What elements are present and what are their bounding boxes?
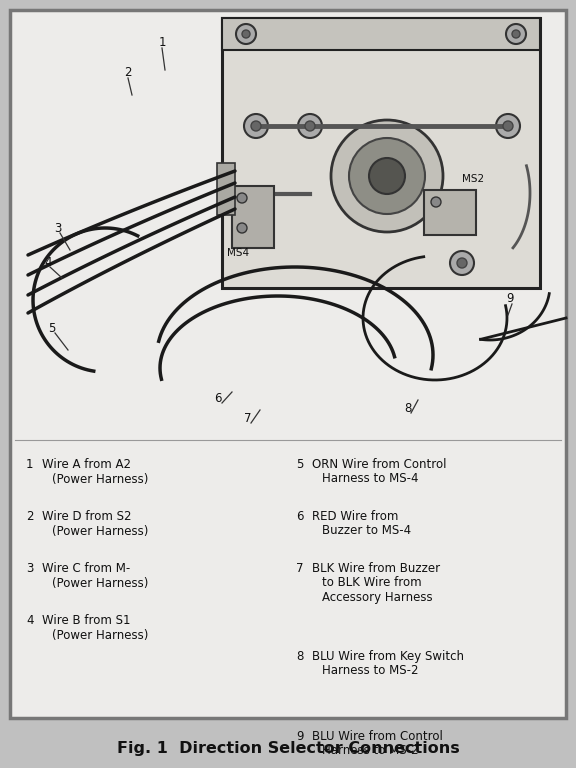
Text: BLU Wire from Control: BLU Wire from Control: [312, 730, 443, 743]
Text: 5: 5: [48, 322, 56, 335]
Text: 7: 7: [296, 562, 304, 575]
Text: (Power Harness): (Power Harness): [52, 472, 149, 485]
Text: 2: 2: [124, 65, 132, 78]
Text: Wire B from S1: Wire B from S1: [42, 614, 131, 627]
Text: 8: 8: [296, 650, 304, 663]
Circle shape: [369, 158, 405, 194]
Text: Wire C from M-: Wire C from M-: [42, 562, 130, 575]
Text: 9: 9: [506, 292, 514, 304]
Bar: [424, 190, 476, 235]
Circle shape: [349, 138, 425, 214]
Text: ORN Wire from Control: ORN Wire from Control: [312, 458, 446, 471]
Text: (Power Harness): (Power Harness): [52, 577, 149, 590]
Text: 1: 1: [158, 35, 166, 48]
Circle shape: [242, 30, 250, 38]
Text: RED Wire from: RED Wire from: [312, 510, 399, 523]
Circle shape: [251, 121, 261, 131]
Text: 7: 7: [244, 412, 252, 425]
Circle shape: [236, 24, 256, 44]
Circle shape: [496, 114, 520, 138]
Circle shape: [298, 114, 322, 138]
Circle shape: [305, 121, 315, 131]
Text: to BLK Wire from: to BLK Wire from: [322, 577, 422, 590]
Circle shape: [237, 223, 247, 233]
Text: Fig. 1  Direction Selector Connections: Fig. 1 Direction Selector Connections: [116, 740, 460, 756]
Text: Wire D from S2: Wire D from S2: [42, 510, 131, 523]
Text: MS2: MS2: [462, 174, 484, 184]
Text: 2: 2: [26, 510, 33, 523]
Circle shape: [331, 120, 443, 232]
Text: 6: 6: [214, 392, 222, 405]
Circle shape: [244, 114, 268, 138]
Circle shape: [506, 24, 526, 44]
Bar: [222, 18, 540, 50]
Bar: [217, 163, 235, 215]
Text: MS4: MS4: [227, 248, 249, 258]
Circle shape: [431, 197, 441, 207]
Text: Harness to MS-2: Harness to MS-2: [322, 744, 419, 757]
Text: BLK Wire from Buzzer: BLK Wire from Buzzer: [312, 562, 440, 575]
Text: 3: 3: [26, 562, 33, 575]
Text: Harness to MS-2: Harness to MS-2: [322, 664, 419, 677]
Text: 8: 8: [404, 402, 412, 415]
Text: 1: 1: [26, 458, 33, 471]
Text: 5: 5: [296, 458, 304, 471]
Bar: [232, 186, 274, 248]
Circle shape: [237, 193, 247, 203]
Text: (Power Harness): (Power Harness): [52, 525, 149, 538]
Text: 9: 9: [296, 730, 304, 743]
Text: Buzzer to MS-4: Buzzer to MS-4: [322, 525, 411, 538]
Circle shape: [457, 258, 467, 268]
Text: (Power Harness): (Power Harness): [52, 628, 149, 641]
Circle shape: [503, 121, 513, 131]
Text: Wire A from A2: Wire A from A2: [42, 458, 131, 471]
Text: 4: 4: [44, 256, 52, 269]
Text: Harness to MS-4: Harness to MS-4: [322, 472, 419, 485]
Circle shape: [512, 30, 520, 38]
Text: BLU Wire from Key Switch: BLU Wire from Key Switch: [312, 650, 464, 663]
Bar: [222, 18, 540, 288]
Text: Accessory Harness: Accessory Harness: [322, 591, 433, 604]
Text: 6: 6: [296, 510, 304, 523]
Text: 3: 3: [54, 221, 62, 234]
Text: 4: 4: [26, 614, 33, 627]
Circle shape: [450, 251, 474, 275]
